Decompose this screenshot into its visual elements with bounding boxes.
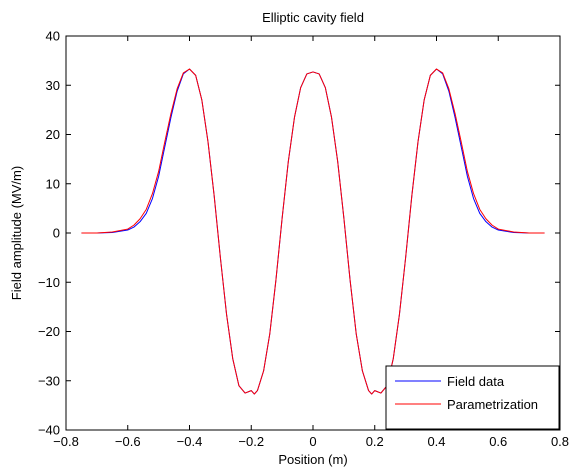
y-tick-label: −20 — [38, 324, 60, 339]
y-tick-label: −10 — [38, 275, 60, 290]
legend: Field data Parametrization — [386, 366, 559, 429]
legend-label-field-data: Field data — [447, 374, 505, 389]
legend-label-parametrization: Parametrization — [447, 397, 538, 412]
x-tick-label: 0.4 — [427, 434, 445, 449]
y-tick-label: −40 — [38, 423, 60, 438]
x-tick-label: 0 — [309, 434, 316, 449]
y-tick-label: −30 — [38, 373, 60, 388]
y-tick-label: 10 — [46, 176, 60, 191]
x-tick-label: 0.6 — [489, 434, 507, 449]
x-tick-label: −0.4 — [177, 434, 203, 449]
x-axis-label: Position (m) — [278, 452, 347, 467]
chart-title: Elliptic cavity field — [262, 10, 364, 25]
y-axis-label: Field amplitude (MV/m) — [9, 166, 24, 300]
x-tick-label: −0.6 — [115, 434, 141, 449]
x-tick-label: −0.2 — [238, 434, 264, 449]
y-tick-label: 0 — [53, 226, 60, 241]
y-tick-label: 40 — [46, 29, 60, 44]
x-tick-label: 0.8 — [551, 434, 569, 449]
x-tick-label: 0.2 — [366, 434, 384, 449]
y-tick-label: 20 — [46, 127, 60, 142]
y-tick-label: 30 — [46, 78, 60, 93]
